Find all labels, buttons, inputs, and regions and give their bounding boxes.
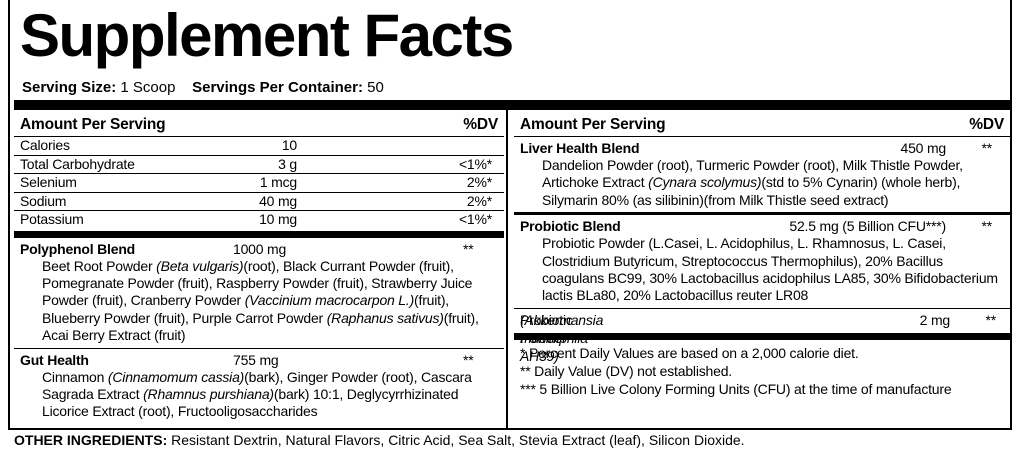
blend-header: Gut Health 755 mg **: [20, 351, 500, 369]
blend-dv: **: [981, 218, 993, 235]
blend-dv: **: [463, 240, 474, 257]
text-segment: (fruit), Acai Berry Extract (fruit): [42, 309, 479, 344]
blend-ingredients: Cinnamon (Cinnamomum cassia)(bark), Ging…: [20, 369, 500, 421]
blend-amount: 1000 mg: [233, 240, 287, 257]
italic-segment: (Cinnamomum cassia): [107, 368, 245, 385]
column-divider: [506, 110, 508, 430]
thick-bar: [514, 332, 1010, 340]
blend-header: Probiotic Blend 52.5 mg (5 Billion CFU***…: [520, 217, 1006, 235]
other-ingredients-text: Resistant Dextrin, Natural Flavors, Citr…: [171, 432, 745, 448]
text-segment: Dandelion Powder (root), Turmeric Powder…: [542, 157, 963, 191]
nutrient-row: Sodium 40 mg 2%*: [14, 192, 504, 211]
italic-segment: (Rhamnus purshiana): [143, 385, 274, 402]
blend: Probiotic Blend 52.5 mg (5 Billion CFU***…: [514, 215, 1010, 309]
single-row: Probiotic Powder (Akkermansia muciniphil…: [514, 309, 1010, 364]
nutrient-dv: <1%*: [458, 211, 492, 227]
blend-dv: **: [463, 351, 474, 368]
nutrient-amount: 10: [281, 137, 297, 153]
blend-name: Probiotic Blend: [520, 218, 621, 235]
nutrient-amount: 10 mg: [259, 211, 297, 227]
text-segment: Probiotic Powder (L.Casei, L. Acidophilu…: [542, 235, 998, 304]
text-segment: (root), Black Currant Powder (fruit), Po…: [42, 257, 473, 309]
column-header: Amount Per Serving %DV: [514, 110, 1010, 137]
text-segment: Cinnamon: [42, 368, 108, 385]
serving-size-label: Serving Size:: [22, 79, 117, 96]
blend: Liver Health Blend 450 mg ** Dandelion Powd…: [514, 137, 1010, 216]
blend-amount: 450 mg: [900, 140, 947, 156]
blend-ingredients: Beet Root Powder (Beta vulgaris)(root), …: [20, 258, 500, 345]
blend-name: Polyphenol Blend: [20, 240, 136, 257]
italic-segment: (Vaccinium macrocarpon L.): [244, 292, 415, 309]
blend-name: Liver Health Blend: [520, 140, 640, 156]
nutrient-name: Sodium: [20, 192, 67, 209]
blend-header: Liver Health Blend 450 mg **: [520, 139, 1006, 157]
other-ingredients-label: OTHER INGREDIENTS:: [14, 432, 168, 448]
right-column: Amount Per Serving %DV Liver Health Blend 4…: [514, 110, 1010, 398]
label-border: [8, 0, 1012, 430]
blend-ingredients: Dandelion Powder (root), Turmeric Powder…: [520, 157, 1006, 209]
nutrient-dv: 2%*: [466, 192, 492, 209]
text-segment: (bark) 10:1, Deglycyrrhizinated Licorice…: [42, 385, 459, 420]
other-ingredients: OTHER INGREDIENTS: Resistant Dextrin, Na…: [14, 432, 745, 448]
nutrient-name: Total Carbohydrate: [20, 155, 135, 172]
italic-segment: (Raphanus sativus): [326, 309, 444, 326]
serving-size: 1 Scoop: [120, 79, 176, 96]
single-amount: 2 mg: [919, 311, 951, 328]
blend-dv: **: [981, 140, 993, 156]
header-dv: %DV: [969, 116, 1004, 133]
header-amount: Amount Per Serving: [520, 116, 666, 133]
serving-line: Serving Size: 1 Scoop Servings Per Conta…: [22, 79, 384, 96]
thick-bar: [14, 230, 504, 238]
nutrient-row: Calories 10: [14, 137, 504, 156]
nutrient-amount: 3 g: [278, 155, 297, 172]
italic-segment: (Cynara scolymus): [648, 174, 762, 191]
text-segment: Probiotic Powder: [520, 311, 573, 346]
text-segment: (std to 5% Cynarin) (whole herb), Silyma…: [542, 174, 961, 208]
nutrient-amount: 1 mcg: [259, 174, 297, 190]
blend-header: Polyphenol Blend 1000 mg **: [20, 240, 500, 258]
nutrient-row: Selenium 1 mcg 2%*: [14, 174, 504, 193]
footnote: *** 5 Billion Live Colony Forming Units …: [520, 380, 952, 397]
footnote: ** Daily Value (DV) not established.: [520, 362, 732, 379]
blend-name: Gut Health: [20, 351, 89, 368]
header-dv: %DV: [463, 116, 498, 133]
thick-bar: [14, 100, 1010, 110]
nutrient-amount: 40 mg: [259, 192, 297, 209]
title: Supplement Facts: [20, 2, 514, 69]
header-amount: Amount Per Serving: [20, 116, 166, 133]
blend-amount: 755 mg: [233, 351, 279, 368]
left-column: Amount Per Serving %DV Calories 10 Total Car…: [14, 110, 504, 424]
text-segment: (fruit), Blueberry Powder (fruit), Purpl…: [42, 292, 449, 326]
nutrient-row: Total Carbohydrate 3 g <1%*: [14, 155, 504, 174]
italic-segment: (Beta vulgaris): [156, 257, 244, 274]
servings-per-container: 50: [367, 79, 384, 96]
text-segment: (bark), Ginger Powder (root), Cascara Sa…: [42, 368, 472, 402]
blend: Gut Health 755 mg ** Cinnamon (Cinnamomum c…: [14, 349, 504, 424]
column-header: Amount Per Serving %DV: [14, 110, 504, 137]
italic-segment: (Akkermansia muciniphila AH39): [520, 311, 604, 364]
blend-ingredients: Probiotic Powder (L.Casei, L. Acidophilu…: [520, 235, 1006, 305]
nutrient-dv: <1%*: [458, 155, 492, 172]
footnote: * Percent Daily Values are based on a 2,…: [520, 344, 859, 361]
text-segment: Beet Root Powder: [42, 257, 157, 274]
nutrient-name: Potassium: [20, 211, 84, 227]
nutrient-name: Calories: [20, 137, 70, 153]
single-dv: **: [985, 311, 997, 328]
nutrient-row: Potassium 10 mg <1%*: [14, 211, 504, 229]
blend-amount: 52.5 mg (5 Billion CFU***): [789, 218, 946, 235]
nutrient-name: Selenium: [20, 174, 77, 190]
nutrient-dv: 2%*: [466, 174, 492, 190]
servings-per-container-label: Servings Per Container:: [192, 79, 363, 96]
blend: Polyphenol Blend 1000 mg ** Beet Root Powde…: [14, 238, 504, 349]
